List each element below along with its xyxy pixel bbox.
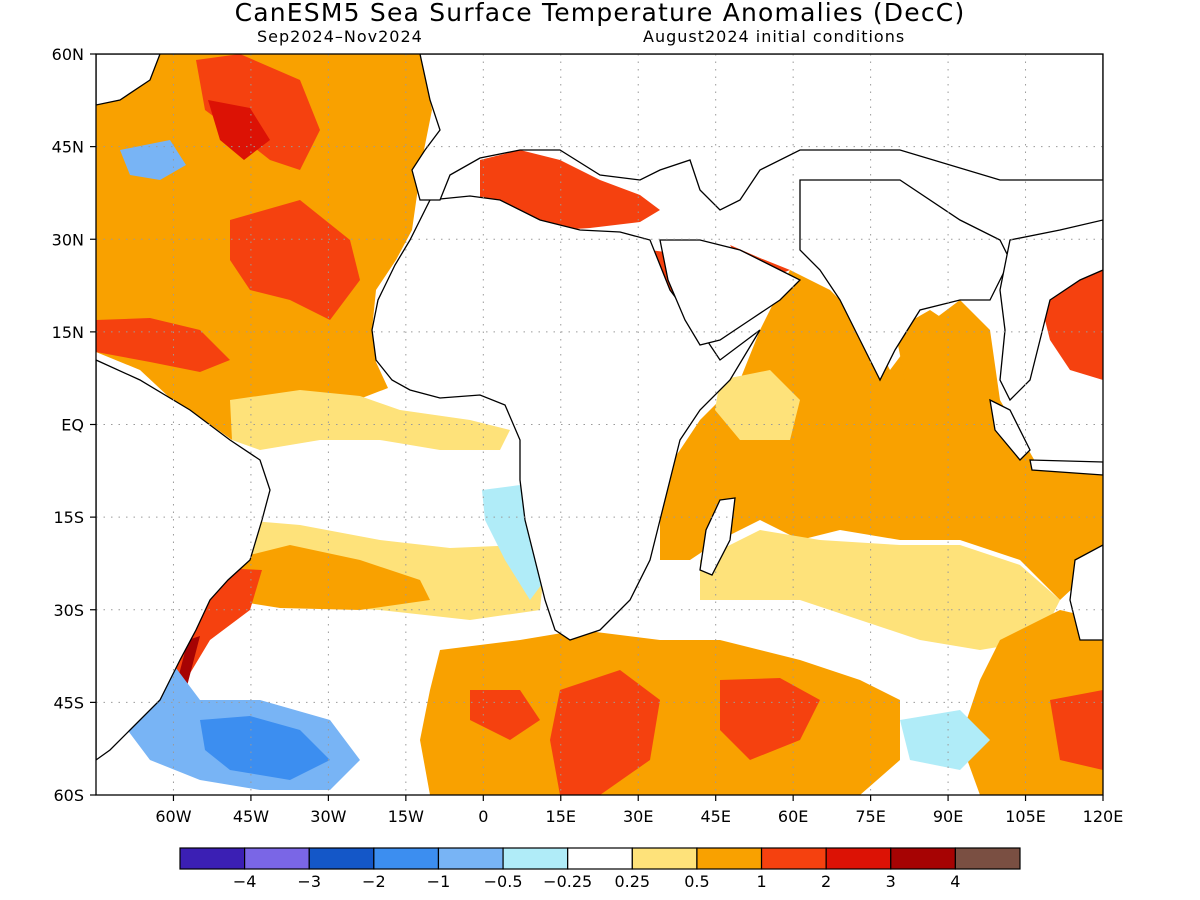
india-land bbox=[799, 179, 1011, 382]
lon-tick-label: 15W bbox=[388, 807, 424, 826]
colorbar-swatch bbox=[760, 847, 827, 870]
southern-ocean-warm-core-2 bbox=[720, 678, 820, 760]
europe-land bbox=[411, 54, 1103, 211]
colorbar-label: −0.25 bbox=[543, 872, 592, 891]
colorbar-swatch bbox=[244, 847, 310, 870]
java-land bbox=[1029, 459, 1103, 476]
colorbar-swatch bbox=[696, 847, 763, 870]
colorbar-label: 0.5 bbox=[684, 872, 709, 891]
mediterranean-warm bbox=[480, 150, 660, 230]
lat-tick-label: 45N bbox=[52, 138, 84, 157]
colorbar-label: −1 bbox=[427, 872, 451, 891]
colorbar-swatch bbox=[825, 847, 892, 870]
bay-of-bengal-warm bbox=[895, 310, 975, 400]
colorbar-label: −3 bbox=[297, 872, 321, 891]
lat-tick-label: 30S bbox=[53, 601, 84, 620]
lon-tick-label: 105E bbox=[1005, 807, 1046, 826]
lon-tick-label: 45E bbox=[700, 807, 730, 826]
lat-tick-label: 15S bbox=[53, 508, 84, 527]
colorbar-swatch bbox=[437, 847, 504, 870]
southern-ocean-warm bbox=[420, 630, 900, 795]
colorbar-swatch bbox=[373, 847, 440, 870]
southwest-atlantic-cooler bbox=[200, 716, 330, 780]
colorbar: −4 −3 −2 −1 −0.5 −0.25 0.25 0.5 1 2 3 4 bbox=[179, 847, 1021, 891]
colorbar-label: −4 bbox=[233, 872, 257, 891]
southern-ocean-warm-core bbox=[550, 670, 660, 795]
colorbar-swatch bbox=[954, 847, 1021, 870]
arabia-land bbox=[659, 239, 802, 346]
lon-tick-label: 30W bbox=[310, 807, 346, 826]
lon-tick-label: 0 bbox=[478, 807, 488, 826]
north-atlantic-warm-core bbox=[196, 54, 320, 170]
north-atlantic-warm-core-2 bbox=[208, 100, 270, 160]
lat-tick-label: 15N bbox=[52, 323, 84, 342]
colorbar-swatch bbox=[567, 847, 633, 870]
colorbar-swatch bbox=[179, 847, 246, 870]
lon-tick-label: 75E bbox=[855, 807, 885, 826]
lon-tick-label: 15E bbox=[546, 807, 576, 826]
colorbar-label: 3 bbox=[886, 872, 896, 891]
map-axes: 60N 45N 30N 15N EQ 15S 30S 45S 60S 60W 45W 30W 15W 0 1… bbox=[52, 45, 1124, 826]
equatorial-atlantic-mild bbox=[230, 390, 510, 450]
south-china-sea-warm bbox=[1040, 270, 1103, 380]
south-america-land bbox=[96, 359, 271, 761]
lat-tick-label: 30N bbox=[52, 230, 84, 249]
lon-tick-label: 90E bbox=[933, 807, 963, 826]
greenland-land bbox=[96, 54, 161, 106]
north-atlantic-cool-patch bbox=[120, 140, 186, 180]
colorbar-swatch bbox=[631, 847, 698, 870]
lon-tick-label: 120E bbox=[1083, 807, 1124, 826]
colorbar-label: 4 bbox=[950, 872, 960, 891]
subtropical-atlantic-warm-patch bbox=[230, 200, 360, 320]
indian-ocean-mild-patch bbox=[715, 370, 800, 440]
lon-tick-label: 60W bbox=[155, 807, 191, 826]
lat-tick-label: 60N bbox=[52, 45, 84, 64]
lon-tick-label: 60E bbox=[778, 807, 808, 826]
australia-land bbox=[1069, 544, 1103, 641]
lon-tick-label: 30E bbox=[623, 807, 653, 826]
indian-ocean-mild-band bbox=[700, 530, 1060, 650]
colorbar-label: 0.25 bbox=[614, 872, 650, 891]
south-atlantic-orange-band bbox=[230, 545, 430, 610]
lat-tick-label: 45S bbox=[53, 693, 84, 712]
colorbar-label: −2 bbox=[362, 872, 386, 891]
colorbar-label: 1 bbox=[756, 872, 766, 891]
colorbar-swatch bbox=[308, 847, 375, 870]
africa-land bbox=[371, 195, 761, 641]
lon-tick-label: 45W bbox=[233, 807, 269, 826]
colorbar-label: −0.5 bbox=[484, 872, 523, 891]
colorbar-swatch bbox=[890, 847, 956, 870]
lat-tick-label: EQ bbox=[61, 416, 84, 435]
initial-conditions: August2024 initial conditions bbox=[643, 27, 906, 46]
map-gridlines bbox=[96, 54, 1103, 795]
sumatra-land bbox=[989, 398, 1031, 461]
forecast-period: Sep2024–Nov2024 bbox=[257, 27, 423, 46]
lat-tick-label: 60S bbox=[53, 786, 84, 805]
map-title: CanESM5 Sea Surface Temperature Anomalie… bbox=[234, 0, 966, 27]
southern-indian-cool bbox=[900, 710, 990, 770]
colorbar-swatch bbox=[502, 847, 569, 870]
caribbean-warm-patch bbox=[96, 318, 230, 372]
anomaly-field bbox=[96, 54, 1103, 795]
indian-ocean-warm bbox=[660, 270, 1103, 600]
colorbar-label: 2 bbox=[821, 872, 831, 891]
southeast-indian-warm-core bbox=[1050, 690, 1103, 770]
